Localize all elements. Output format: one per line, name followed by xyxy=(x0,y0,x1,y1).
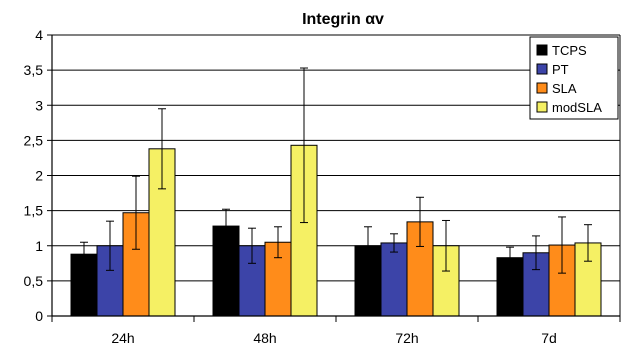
error-bar-tcps-72h xyxy=(364,226,372,266)
legend-label-tcps: TCPS xyxy=(552,43,587,58)
y-tick-label: 0,5 xyxy=(24,273,44,289)
legend-label-modsla: modSLA xyxy=(552,100,602,115)
error-bar-modsla-72h xyxy=(442,219,450,272)
y-tick-label: 4 xyxy=(35,27,43,43)
y-axis: 0 0,5 1 1,5 2 2,5 3 3,5 4 xyxy=(24,27,621,324)
legend-swatch-sla xyxy=(536,82,548,94)
error-bar-pt-24h xyxy=(106,220,114,271)
legend: TCPS PT SLA modSLA xyxy=(529,36,619,120)
y-tick-label: 2 xyxy=(35,168,43,184)
x-axis: 24h 48h 72h 7d xyxy=(51,315,621,346)
error-bar-modsla-7d xyxy=(584,224,592,262)
error-bar-tcps-48h xyxy=(222,208,230,244)
error-bar-pt-72h xyxy=(390,233,398,253)
y-tick-label: 1 xyxy=(35,238,43,254)
error-bar-pt-7d xyxy=(532,235,540,271)
y-tick-label: 0 xyxy=(35,308,43,324)
legend-label-sla: SLA xyxy=(552,81,577,96)
x-tick-label: 72h xyxy=(395,330,418,346)
error-bar-sla-7d xyxy=(558,216,566,274)
error-bar-modsla-48h xyxy=(300,67,308,224)
y-tick-label: 1,5 xyxy=(24,203,44,219)
x-tick-label: 48h xyxy=(253,330,276,346)
y-tick-label: 3 xyxy=(35,97,43,113)
bars xyxy=(70,67,602,317)
x-tick-label: 7d xyxy=(541,330,557,346)
legend-swatch-tcps xyxy=(536,44,548,56)
error-bar-pt-48h xyxy=(248,227,256,264)
x-tick-label: 24h xyxy=(111,330,134,346)
error-bar-sla-72h xyxy=(416,196,424,247)
error-bar-tcps-24h xyxy=(80,241,88,267)
error-bar-modsla-24h xyxy=(158,108,166,190)
y-tick-label: 2,5 xyxy=(24,132,44,148)
legend-swatch-modsla xyxy=(536,101,548,113)
bar-pt-72h xyxy=(380,242,408,317)
error-bar-sla-48h xyxy=(274,226,282,259)
y-tick-label: 3,5 xyxy=(24,62,44,78)
chart-title: Integrin αv xyxy=(302,11,384,28)
legend-swatch-pt xyxy=(536,63,548,75)
legend-label-pt: PT xyxy=(552,62,569,77)
error-bar-tcps-7d xyxy=(506,246,514,269)
error-bar-sla-24h xyxy=(132,175,140,250)
